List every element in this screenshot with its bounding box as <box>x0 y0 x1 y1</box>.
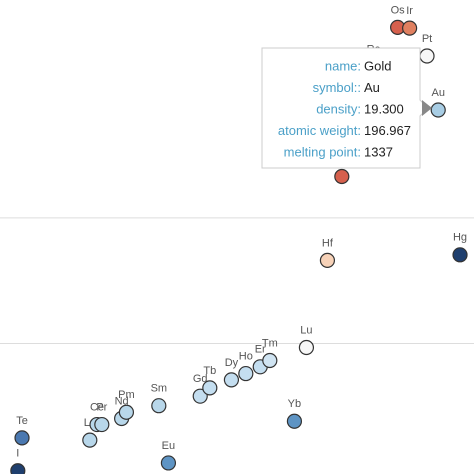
point <box>419 48 435 64</box>
point <box>160 455 177 471</box>
point-label: Nd <box>115 395 129 407</box>
point-label: Hf <box>322 237 334 249</box>
point <box>151 398 167 414</box>
point-label: Eu <box>162 440 175 452</box>
tooltip-arrow <box>422 100 432 116</box>
point-label: Ir <box>406 5 413 17</box>
point <box>10 463 26 474</box>
point <box>82 432 98 448</box>
point-label: Pm <box>118 389 135 401</box>
point <box>262 352 278 369</box>
point <box>286 413 303 429</box>
point <box>238 365 254 382</box>
point-label: Tb <box>203 365 216 377</box>
point-label: Pt <box>422 33 432 45</box>
point-label: Dy <box>225 357 239 369</box>
point-label: I <box>16 448 19 460</box>
point <box>14 430 30 446</box>
point-label: Ce <box>90 401 104 413</box>
point-label: Tm <box>262 337 278 349</box>
point-label: Gd <box>193 373 208 385</box>
point-label: Au <box>431 87 444 99</box>
point-label: Pr <box>96 401 107 413</box>
point <box>202 380 218 396</box>
tooltip-value: 196.967 <box>364 123 411 138</box>
point <box>118 404 135 420</box>
point-label: Os <box>391 4 406 16</box>
point-label: Te <box>16 415 28 427</box>
point <box>94 416 110 433</box>
point <box>334 168 350 185</box>
tooltip-value: Gold <box>364 58 391 73</box>
point <box>430 102 446 118</box>
point <box>402 20 418 36</box>
tooltip-key: melting point: <box>284 144 361 159</box>
point-label: Hg <box>453 232 467 244</box>
point <box>192 388 208 404</box>
tooltip-key: density: <box>316 101 361 116</box>
tooltip-key: symbol:: <box>313 80 361 95</box>
point <box>319 252 336 268</box>
tooltip-key: name: <box>325 58 361 73</box>
tooltip-value: 19.300 <box>364 101 404 116</box>
point-label: Er <box>255 344 266 356</box>
point <box>298 339 315 356</box>
point <box>223 372 240 388</box>
tooltip-value: Au <box>364 80 380 95</box>
point <box>452 247 468 263</box>
point-label: Lu <box>300 324 312 336</box>
tooltip-value: 1337 <box>364 144 393 159</box>
point-label: Ho <box>239 350 253 362</box>
point-label: Yb <box>288 398 301 410</box>
point-label: Sm <box>151 383 168 395</box>
tooltip-key: atomic weight: <box>278 123 361 138</box>
